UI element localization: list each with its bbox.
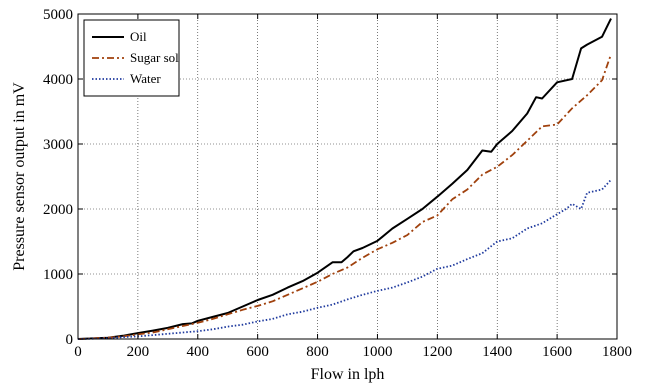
x-tick-label: 400	[187, 344, 210, 360]
y-tick-label: 0	[66, 332, 74, 348]
series-line-oil	[77, 18, 612, 340]
legend-label: Water	[130, 71, 161, 86]
x-tick-label: 600	[246, 344, 269, 360]
x-tick-label: 1800	[602, 344, 632, 360]
y-tick-label: 2000	[43, 202, 73, 218]
y-tick-label: 5000	[43, 7, 73, 23]
x-tick-label: 800	[306, 344, 329, 360]
x-tick-label: 1400	[482, 344, 512, 360]
series-lines	[77, 18, 612, 340]
series-line-sugar-sol	[77, 54, 612, 340]
legend: Oil Sugar sol Water	[83, 19, 180, 97]
plot-frame	[77, 13, 618, 340]
x-axis-label: Flow in lph	[311, 366, 385, 383]
x-tick-label: 1200	[422, 344, 452, 360]
legend-label: Oil	[130, 29, 147, 44]
x-tick-label: 0	[74, 344, 82, 360]
x-tick-label: 1000	[362, 344, 392, 360]
x-tick-label: 200	[127, 344, 150, 360]
y-tick-label: 1000	[43, 267, 73, 283]
y-axis-label: Pressure sensor output in mV	[11, 82, 28, 271]
y-tick-label: 4000	[43, 72, 73, 88]
y-tick-label: 3000	[43, 137, 73, 153]
series-line-water	[77, 179, 612, 340]
legend-box	[83, 19, 180, 97]
axis-ticks: 0 200 400 600 800 1000 1200 1400 1600 1800 0 1000 20…	[43, 7, 632, 360]
legend-label: Sugar sol	[130, 50, 179, 65]
x-tick-label: 1600	[542, 344, 572, 360]
